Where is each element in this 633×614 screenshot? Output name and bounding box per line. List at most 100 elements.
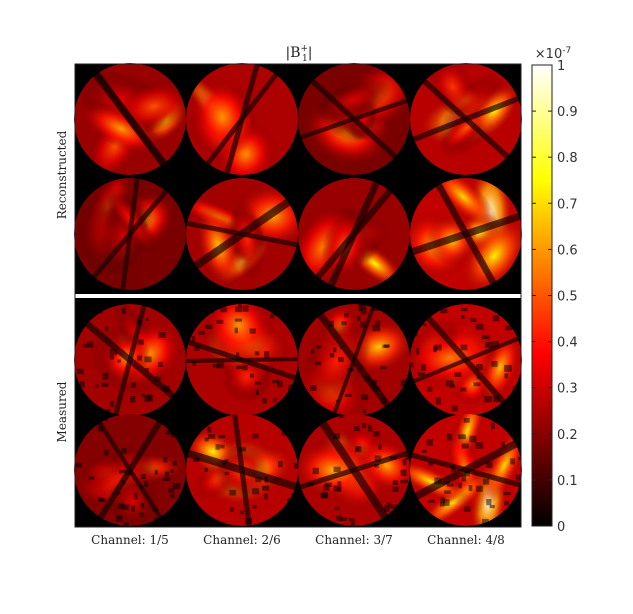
noise-pixel [105,326,109,332]
noise-pixel [332,433,341,440]
heatmap-panel-measured-ch2 [186,304,298,416]
noise-pixel [440,308,448,314]
noise-pixel [117,359,121,363]
colorbar-tick-label: 0.6 [557,243,578,258]
noise-pixel [137,339,144,345]
noise-pixel [262,485,270,491]
null-band [328,181,380,287]
noise-pixel [344,393,352,397]
noise-pixel [224,459,229,464]
colorbar-tick-label: 0.9 [557,105,578,120]
noise-pixel [492,341,500,348]
noise-pixel [504,373,508,379]
null-band [426,316,506,404]
noise-pixel [98,498,107,502]
heatmap-panel-reconstructed-ch2 [186,63,298,175]
noise-pixel [124,469,133,476]
noise-pixel [145,318,149,322]
colorbar-tick-label: 0.4 [557,336,578,351]
xtick-label-4: Channel: 4/8 [427,533,505,547]
field-blob [429,63,476,117]
noise-pixel [416,348,420,355]
noise-pixel [336,514,342,521]
noise-pixel [315,361,322,366]
null-band [224,64,260,174]
noise-pixel [442,481,449,485]
noise-pixel [328,320,334,327]
noise-pixel [323,484,330,491]
noise-pixel [236,352,240,358]
noise-pixel [234,327,239,334]
noise-pixel [333,347,337,353]
noise-pixel [473,382,481,387]
svg-text:|B+1|: |B+ 1| [285,44,312,64]
noise-pixel [490,422,495,429]
noise-pixel [481,335,490,340]
noise-pixel [374,464,379,468]
noise-pixel [358,304,363,312]
noise-pixel [194,345,200,351]
noise-pixel [204,467,209,472]
noise-pixel [121,307,126,314]
noise-pixel [140,473,146,480]
title-main: |B [285,45,300,61]
noise-pixel [350,521,356,526]
noise-pixel [446,433,453,441]
noise-pixel [278,461,283,468]
noise-pixel [372,386,380,392]
noise-pixel [505,325,513,331]
noise-pixel [162,385,171,392]
noise-pixel [245,517,252,524]
noise-pixel [357,315,361,322]
noise-pixel [170,493,175,498]
noise-pixel [439,502,445,507]
noise-pixel [321,492,328,499]
noise-pixel [482,478,490,485]
noise-pixel [236,365,243,370]
noise-pixel [458,434,466,440]
noise-pixel [339,345,344,350]
noise-pixel [381,397,387,405]
noise-pixel [384,344,390,348]
noise-pixel [347,368,354,372]
field-blob [302,323,371,402]
noise-pixel [435,397,441,405]
noise-pixel [463,506,471,512]
noise-pixel [281,431,287,436]
xtick-label-1: Channel: 1/5 [91,533,169,547]
plot-frame [74,63,522,528]
heatmap-panel-reconstructed-ch8 [410,178,522,290]
noise-pixel [360,304,367,310]
noise-pixel [518,456,522,461]
heatmap-panel-reconstructed-ch4 [410,63,522,175]
noise-pixel [219,444,225,449]
noise-pixel [102,372,109,380]
noise-pixel [440,497,446,504]
noise-pixel [446,483,454,487]
field-blob [314,78,392,122]
noise-pixel [191,336,196,343]
heatmap-panels [74,63,522,526]
noise-pixel [97,425,103,432]
noise-pixel [510,458,515,465]
noise-pixel [355,446,362,453]
colorbar-tick-label: 0.8 [557,151,578,166]
noise-pixel [434,344,442,351]
noise-pixel [476,323,484,330]
noise-pixel [451,405,458,412]
noise-pixel [334,506,340,510]
noise-pixel [113,491,121,495]
noise-pixel [168,488,175,493]
noise-pixel [475,442,484,449]
noise-pixel [220,307,228,313]
noise-pixel [136,355,142,361]
noise-pixel [485,461,493,468]
noise-pixel [442,499,450,506]
noise-pixel [476,363,483,371]
noise-pixel [249,328,256,334]
noise-pixel [218,434,226,439]
noise-pixel [79,381,85,388]
noise-pixel [216,362,225,369]
noise-pixel [476,485,483,492]
